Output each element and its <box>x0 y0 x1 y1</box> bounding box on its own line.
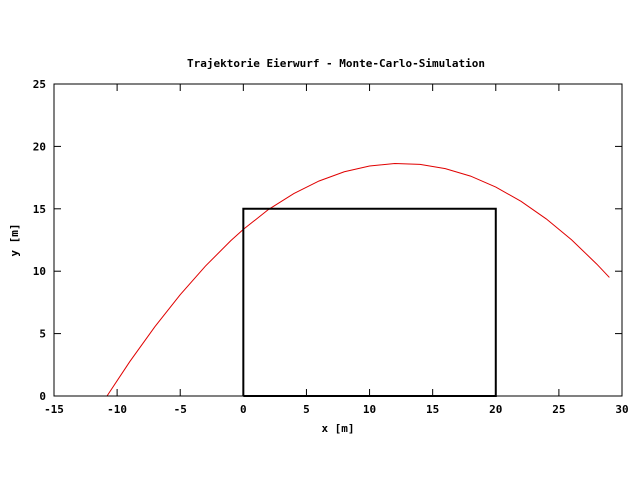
x-axis-label: x [m] <box>321 422 354 435</box>
x-tick-label-5: 10 <box>363 403 376 416</box>
x-tick-label-7: 20 <box>489 403 502 416</box>
series-layer <box>106 162 610 397</box>
x-tick-label-6: 15 <box>426 403 439 416</box>
x-axis-ticks: -15 -10 -5 0 5 10 15 20 25 30 <box>44 84 629 416</box>
chart-title: Trajektorie Eierwurf - Monte-Carlo-Simul… <box>187 57 485 70</box>
x-tick-label-0: -15 <box>44 403 64 416</box>
y-tick-label-2: 10 <box>33 265 46 278</box>
rectangle-series <box>242 207 497 397</box>
x-tick-label-4: 5 <box>303 403 310 416</box>
x-tick-label-9: 30 <box>615 403 628 416</box>
x-tick-label-8: 25 <box>552 403 565 416</box>
y-tick-label-1: 5 <box>39 328 46 341</box>
y-tick-label-5: 25 <box>33 78 46 91</box>
y-tick-label-4: 20 <box>33 140 46 153</box>
y-tick-label-0: 0 <box>39 390 46 403</box>
y-tick-label-3: 15 <box>33 203 46 216</box>
trajectory-curve <box>106 162 610 397</box>
y-axis-label: y [m] <box>8 223 21 256</box>
x-tick-label-1: -10 <box>107 403 127 416</box>
plot-frame <box>53 83 623 397</box>
x-tick-label-2: -5 <box>174 403 187 416</box>
y-axis-ticks: 0 5 10 15 20 25 <box>33 78 622 403</box>
x-tick-label-3: 0 <box>240 403 247 416</box>
